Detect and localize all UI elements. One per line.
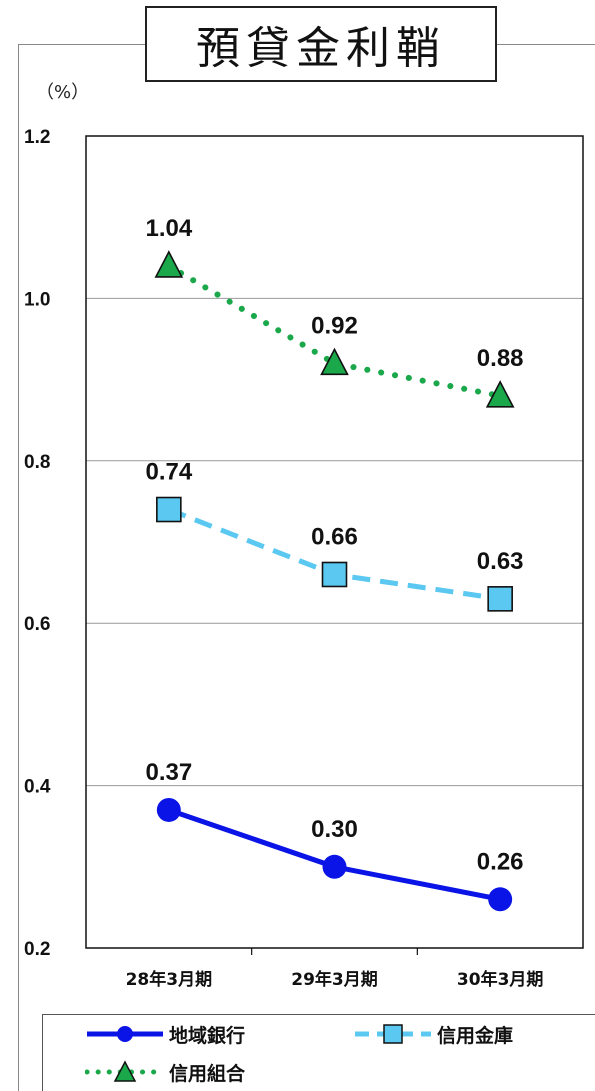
x-tick-label: 30年3月期 bbox=[457, 969, 544, 990]
data-point bbox=[320, 347, 349, 376]
data-label: 0.30 bbox=[311, 816, 358, 843]
data-label: 0.26 bbox=[477, 848, 524, 875]
data-point bbox=[488, 887, 513, 912]
y-tick-label: 0.4 bbox=[24, 777, 51, 798]
data-point bbox=[487, 586, 513, 612]
data-label: 0.66 bbox=[311, 523, 358, 550]
data-label: 1.04 bbox=[145, 215, 192, 242]
chart-title: 預貸金利鞘 bbox=[196, 23, 446, 74]
data-point bbox=[156, 797, 181, 822]
chart-title-box: 預貸金利鞘 bbox=[145, 6, 497, 82]
y-axis-unit-label: （%） bbox=[36, 82, 90, 103]
legend-item-shinyo-kinko: 信用金庫 bbox=[353, 1019, 513, 1049]
legend-label-chiiki-ginko: 地域銀行 bbox=[169, 1024, 246, 1047]
data-point bbox=[322, 854, 347, 879]
plot-area bbox=[85, 135, 584, 949]
data-point bbox=[485, 380, 515, 408]
data-label: 0.63 bbox=[477, 548, 524, 575]
legend-label-shinyo-kinko: 信用金庫 bbox=[437, 1024, 514, 1047]
data-label: 0.92 bbox=[311, 312, 358, 339]
legend-swatch-shinyo-kumiai bbox=[85, 1060, 165, 1082]
data-label: 0.37 bbox=[145, 759, 192, 786]
data-label: 0.74 bbox=[145, 459, 192, 486]
outer-frame-left bbox=[18, 44, 19, 1091]
legend-item-chiiki-ginko: 地域銀行 bbox=[85, 1019, 245, 1049]
data-point bbox=[154, 250, 184, 278]
y-tick-label: 1.0 bbox=[24, 289, 50, 310]
data-point bbox=[156, 496, 182, 523]
y-tick-label: 1.2 bbox=[24, 127, 50, 148]
legend-item-shinyo-kumiai: 信用組合 bbox=[85, 1057, 245, 1087]
legend-swatch-chiiki-ginko bbox=[87, 1026, 163, 1042]
y-tick-label: 0.6 bbox=[24, 614, 50, 635]
data-label: 0.88 bbox=[477, 345, 524, 372]
legend-label-shinyo-kumiai: 信用組合 bbox=[169, 1062, 246, 1085]
y-tick-label: 0.8 bbox=[24, 452, 50, 473]
x-tick-label: 28年3月期 bbox=[126, 969, 213, 990]
legend: 地域銀行 信用金庫 信用組合 bbox=[42, 1014, 595, 1091]
y-tick-label: 0.2 bbox=[24, 939, 50, 960]
legend-swatch-shinyo-kinko bbox=[355, 1024, 431, 1044]
x-tick-label: 29年3月期 bbox=[291, 969, 378, 990]
data-point bbox=[321, 561, 348, 588]
